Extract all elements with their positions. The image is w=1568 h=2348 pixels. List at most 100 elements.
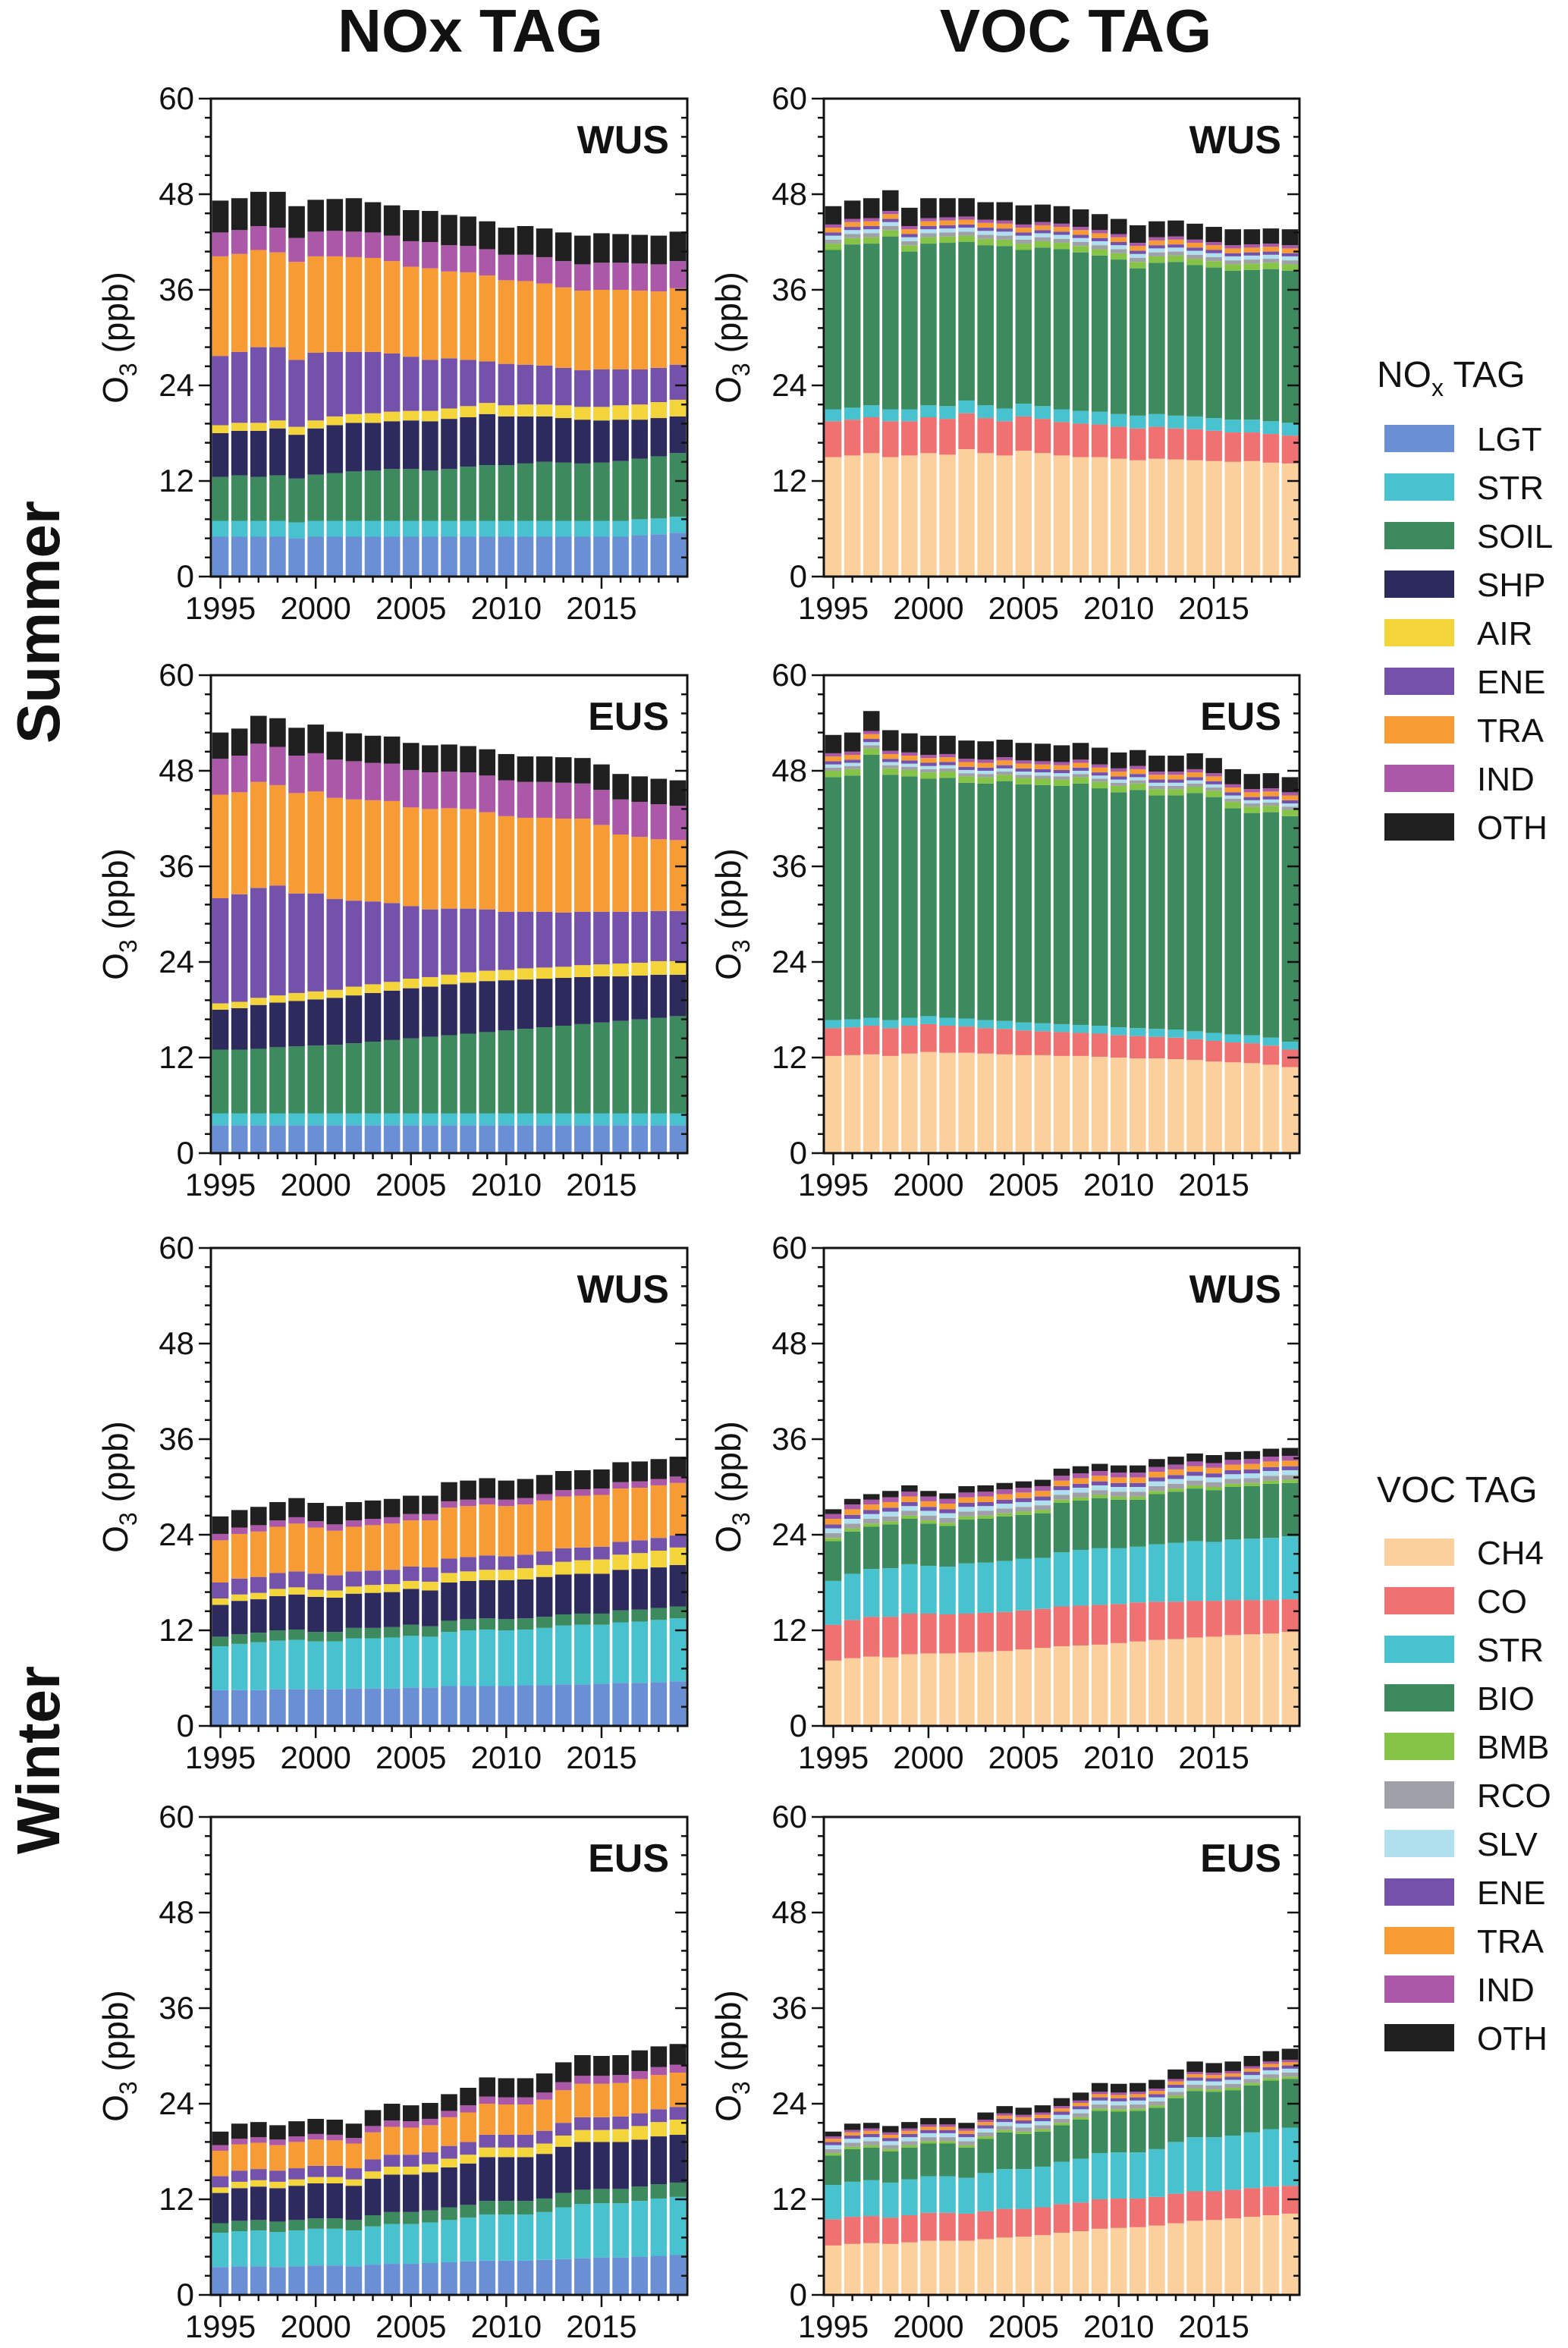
bar-segment-shp-2000 xyxy=(307,428,324,475)
bar-segment-bmb-1997 xyxy=(863,1523,880,1527)
bar-segment-bio-1999 xyxy=(901,251,918,410)
bar-segment-ene-2012 xyxy=(1149,245,1165,249)
bar-segment-lgt-2009 xyxy=(479,1686,496,1726)
bar-segment-bio-2006 xyxy=(1034,2131,1051,2167)
bar-segment-ind-2014 xyxy=(574,2076,591,2084)
bar-segment-shp-2009 xyxy=(479,2157,496,2202)
legend-swatch-shp xyxy=(1384,570,1454,598)
bar-segment-rco-2019 xyxy=(1281,260,1299,265)
bar-segment-ind-2009 xyxy=(1091,1471,1108,1476)
bar-segment-str-2017 xyxy=(631,1621,648,1683)
bar-segment-bmb-1999 xyxy=(901,1515,918,1519)
bar-segment-oth-2002 xyxy=(958,2123,975,2129)
bar-segment-lgt-2018 xyxy=(650,2255,668,2295)
bar-segment-soil-2004 xyxy=(383,1039,401,1114)
bar-segment-str-2015 xyxy=(1205,2137,1222,2192)
bar-segment-str-1996 xyxy=(844,1573,861,1620)
bar-segment-bmb-2017 xyxy=(1243,2082,1261,2086)
bar-segment-ind-2019 xyxy=(1281,792,1299,796)
bar-segment-ind-2013 xyxy=(555,782,572,819)
bar-segment-bmb-2018 xyxy=(1262,2078,1280,2081)
bar-segment-soil-1995 xyxy=(212,1636,229,1646)
bar-segment-co-2018 xyxy=(1262,434,1280,463)
bar-segment-co-2008 xyxy=(1072,423,1089,457)
bar-segment-lgt-1995 xyxy=(212,1689,229,1726)
bar-segment-soil-2003 xyxy=(364,1042,382,1114)
bar-segment-ind-2013 xyxy=(1167,772,1184,775)
bar-segment-ind-2018 xyxy=(650,2067,668,2076)
bar-segment-rco-2004 xyxy=(996,235,1013,240)
bar-segment-bio-2017 xyxy=(1243,2085,1261,2133)
bar-segment-bio-2014 xyxy=(1186,1488,1203,1542)
bar-segment-oth-2010 xyxy=(1110,218,1127,234)
bar-segment-tra-2008 xyxy=(460,272,476,360)
bar-segment-ind-2004 xyxy=(383,2120,401,2127)
bar-segment-str-2019 xyxy=(1281,2127,1299,2186)
bar-segment-lgt-2014 xyxy=(574,1684,591,1726)
x-tick-label: 2010 xyxy=(1083,1740,1154,1775)
bar-segment-ene-2005 xyxy=(402,1567,419,1581)
bar-segment-str-2019 xyxy=(669,1618,687,1682)
bar-segment-oth-2019 xyxy=(669,780,687,806)
bar-segment-oth-2003 xyxy=(977,741,994,760)
bar-segment-lgt-2013 xyxy=(555,2258,572,2295)
bar-segment-ene-2009 xyxy=(1091,2097,1108,2101)
y-tick-label: 36 xyxy=(159,272,194,307)
bar-segment-ene-2003 xyxy=(977,1501,994,1507)
bar-segment-shp-2019 xyxy=(669,1564,687,1607)
bar-segment-tra-1995 xyxy=(212,2150,229,2177)
bar-segment-co-2003 xyxy=(977,418,994,454)
bar-segment-rco-2007 xyxy=(1053,238,1070,244)
bar-segment-tra-2006 xyxy=(1034,225,1051,231)
bar-segment-bio-2017 xyxy=(1243,813,1261,1036)
bar-segment-ch4-1999 xyxy=(901,2242,918,2295)
bar-segment-ch4-2018 xyxy=(1262,2215,1280,2295)
bar-segment-soil-2016 xyxy=(612,1610,629,1623)
legend-label-ene: ENE xyxy=(1477,1875,1545,1912)
bar-segment-ind-2016 xyxy=(1224,1460,1242,1465)
bar-segment-shp-2005 xyxy=(402,1589,419,1625)
bar-segment-tra-2013 xyxy=(1167,775,1184,780)
bar-segment-bmb-1996 xyxy=(844,2146,861,2149)
bar-segment-oth-2016 xyxy=(1224,229,1242,246)
x-tick-label: 2010 xyxy=(1083,590,1154,626)
bar-segment-ene-2016 xyxy=(1224,792,1242,796)
bar-segment-slv-2017 xyxy=(1243,255,1261,260)
y-axis-label: O3 (ppb) xyxy=(96,272,142,404)
bar-segment-ene-2011 xyxy=(517,364,534,405)
bar-segment-str-2005 xyxy=(1015,1558,1032,1611)
bar-segment-shp-2013 xyxy=(555,978,572,1026)
bar-segment-ind-1997 xyxy=(250,226,267,250)
bar-segment-rco-2010 xyxy=(1110,782,1127,786)
bar-segment-co-1996 xyxy=(844,2217,861,2244)
bar-segment-oth-2019 xyxy=(1281,2048,1299,2060)
bar-segment-ind-2007 xyxy=(441,245,457,272)
bar-segment-ind-1996 xyxy=(844,751,861,755)
bar-segment-ene-2007 xyxy=(441,1558,457,1573)
bar-segment-shp-2019 xyxy=(669,974,687,1017)
bar-segment-ind-2019 xyxy=(1281,245,1299,249)
bar-segment-bmb-2004 xyxy=(996,775,1013,781)
bar-segment-co-2019 xyxy=(1281,1599,1299,1633)
bar-segment-co-2004 xyxy=(996,1029,1013,1055)
bar-segment-lgt-2015 xyxy=(593,1125,610,1153)
bar-segment-ind-2017 xyxy=(1243,1459,1261,1464)
bar-segment-lgt-2017 xyxy=(631,535,648,577)
bar-segment-slv-2002 xyxy=(958,1507,975,1512)
bar-segment-soil-2015 xyxy=(593,2189,610,2204)
bar-segment-ind-2011 xyxy=(517,781,534,818)
bar-segment-ene-2000 xyxy=(307,2165,324,2177)
bar-segment-bio-2010 xyxy=(1110,792,1127,1028)
bar-segment-bio-1997 xyxy=(863,244,880,406)
bar-segment-ene-2002 xyxy=(345,351,363,414)
bar-segment-co-2005 xyxy=(1015,2208,1032,2237)
bar-segment-oth-2005 xyxy=(1015,2108,1032,2115)
bar-segment-oth-1998 xyxy=(882,2126,899,2133)
bar-segment-tra-2006 xyxy=(422,2125,438,2153)
bar-segment-oth-2010 xyxy=(498,2078,515,2098)
bar-segment-tra-2008 xyxy=(460,1506,476,1557)
bar-segment-slv-2001 xyxy=(939,1513,956,1518)
